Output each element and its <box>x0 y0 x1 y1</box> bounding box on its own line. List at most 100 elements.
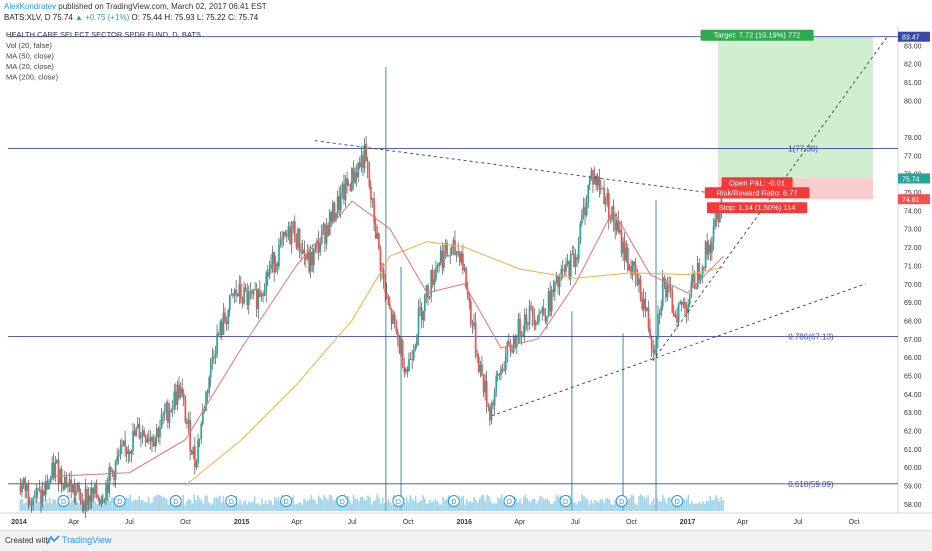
candle-body <box>688 296 691 305</box>
volume-bar <box>608 499 611 511</box>
author-link[interactable]: AlexKondratev <box>4 2 57 11</box>
candle <box>542 298 545 316</box>
candle <box>371 197 374 208</box>
candle-body <box>197 439 199 463</box>
candle <box>206 389 209 403</box>
y-tick-label: 65.00 <box>904 373 922 380</box>
candle-body <box>692 273 694 282</box>
volume-bar <box>206 495 208 511</box>
candle <box>122 440 125 447</box>
dividend-letter: D <box>396 499 401 506</box>
candle <box>325 218 328 250</box>
candle <box>233 288 236 304</box>
volume-bar <box>502 502 505 511</box>
volume-bar <box>618 504 620 511</box>
x-tick-label: 2014 <box>11 519 27 526</box>
candle <box>711 236 713 261</box>
volume-bar <box>504 501 507 511</box>
volume-bar <box>301 504 304 511</box>
candle-body <box>51 462 54 478</box>
candle <box>295 233 298 251</box>
volume-bar <box>489 500 492 511</box>
candle <box>330 210 333 228</box>
volume-bar <box>528 501 530 511</box>
candle-body <box>198 438 201 440</box>
volume-bar <box>718 501 721 511</box>
candle <box>701 264 704 284</box>
candle-body <box>568 261 571 279</box>
volume-bar <box>517 502 519 511</box>
candle <box>236 292 239 297</box>
candle <box>155 423 158 447</box>
volume-bar <box>389 501 391 511</box>
candle-body <box>428 296 431 298</box>
candle-body <box>528 305 531 325</box>
volume-bar <box>713 499 715 511</box>
candle <box>332 199 334 223</box>
candle <box>704 240 707 271</box>
volume-bar <box>539 496 541 511</box>
volume-bar <box>250 502 252 511</box>
candle-body <box>125 446 128 455</box>
candle-body <box>233 289 236 296</box>
candle-body <box>271 251 274 265</box>
candle-body <box>555 275 558 283</box>
candle-body <box>243 287 245 304</box>
candle-body <box>319 243 322 253</box>
volume-bar <box>722 499 724 511</box>
tradingview-brand[interactable]: TradingView <box>62 535 112 545</box>
candle <box>355 164 358 188</box>
candle-body <box>593 176 596 185</box>
y-tick-label: 83.00 <box>904 43 922 50</box>
dividend-circle <box>336 495 349 507</box>
candle <box>358 156 361 170</box>
trendline <box>314 140 719 195</box>
candle-body <box>111 471 114 473</box>
candle <box>119 439 122 460</box>
candle-body <box>627 247 629 271</box>
volume-bar <box>596 501 598 511</box>
price-chart[interactable]: 1(77.38) 0.786(67.13) 0.618(59.09) Target: … <box>0 27 932 530</box>
candle <box>255 282 258 317</box>
candle-body <box>400 340 402 353</box>
candle-body <box>270 264 272 270</box>
candle-body <box>246 291 249 305</box>
candle-body <box>449 255 452 257</box>
candle <box>688 293 691 308</box>
candle <box>612 199 615 232</box>
candle-body <box>109 467 112 472</box>
volume-bar <box>224 503 227 511</box>
candle-body <box>279 239 282 245</box>
candle <box>398 334 401 355</box>
candle <box>75 482 77 506</box>
volume-bar <box>464 504 466 511</box>
y-tick-label: 72.00 <box>904 245 922 252</box>
candle <box>496 370 499 382</box>
candle <box>243 281 245 305</box>
candle-body <box>419 307 421 310</box>
candle <box>235 279 237 303</box>
y-tick-label: 75.00 <box>904 190 922 197</box>
candle <box>657 305 659 349</box>
candle-body <box>167 402 169 423</box>
candle <box>390 307 393 331</box>
candle-body <box>54 462 57 479</box>
volume-bar <box>638 495 640 511</box>
candle-body <box>704 241 707 268</box>
candle-body <box>162 413 165 416</box>
candle-body <box>103 499 106 503</box>
price-scale-area <box>898 27 932 513</box>
candle <box>48 479 50 490</box>
candle <box>620 220 623 258</box>
candle <box>333 201 336 223</box>
ticker-symbol[interactable]: BATS:XLV, D <box>4 13 51 22</box>
dividend-marker: D <box>392 495 405 507</box>
candle <box>43 482 46 497</box>
candle-body <box>335 213 337 221</box>
volume-bar <box>661 494 664 511</box>
volume-bar <box>259 504 261 511</box>
candle <box>416 333 418 349</box>
volume-bar <box>572 502 574 511</box>
volume-bar <box>279 501 282 511</box>
candle-body <box>136 423 139 429</box>
